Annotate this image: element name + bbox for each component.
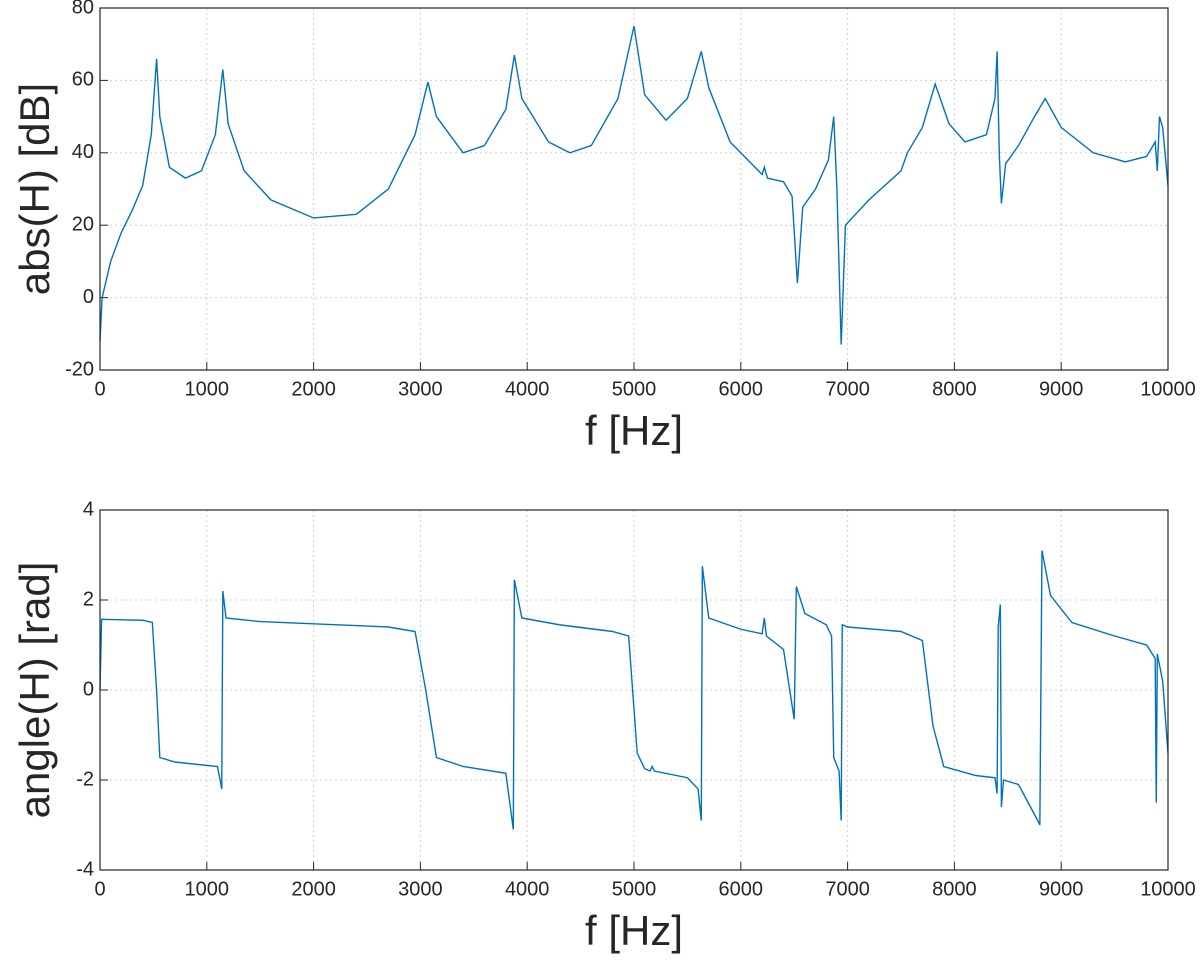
x-tick-label: 8000: [932, 878, 977, 900]
y-tick-label: 80: [72, 0, 94, 18]
x-tick-label: 7000: [825, 878, 870, 900]
x-tick-label: 9000: [1039, 878, 1084, 900]
data-line: [99, 25, 1169, 345]
axes-frame: [99, 509, 1169, 871]
x-tick-label: 6000: [719, 378, 764, 400]
x-tick-label: 5000: [612, 878, 657, 900]
x-tick-label: 3000: [398, 878, 443, 900]
y-tick-label: 60: [72, 69, 94, 91]
y-axis-label: angle(H) [rad]: [11, 562, 58, 819]
y-tick-label: 0: [83, 286, 94, 308]
x-axis-label: f [Hz]: [585, 907, 683, 954]
x-tick-label: 10000: [1140, 378, 1196, 400]
x-axis-label: f [Hz]: [585, 407, 683, 454]
x-tick-label: 2000: [291, 878, 336, 900]
y-axis-label: abs(H) [dB]: [11, 83, 58, 295]
axes-frame: [99, 7, 1169, 371]
x-tick-label: 5000: [612, 378, 657, 400]
y-tick-label: -20: [65, 358, 94, 380]
x-tick-label: 4000: [505, 378, 550, 400]
y-tick-label: 40: [72, 141, 94, 163]
x-tick-label: 1000: [185, 378, 230, 400]
x-tick-label: 0: [94, 378, 105, 400]
x-tick-label: 10000: [1140, 878, 1196, 900]
y-tick-label: 4: [83, 498, 94, 520]
x-tick-label: 2000: [291, 378, 336, 400]
x-tick-label: 1000: [185, 878, 230, 900]
y-tick-label: -4: [76, 858, 94, 880]
x-tick-label: 3000: [398, 378, 443, 400]
x-tick-label: 7000: [825, 378, 870, 400]
x-tick-label: 8000: [932, 378, 977, 400]
y-tick-label: 2: [83, 588, 94, 610]
data-line: [99, 550, 1169, 830]
y-tick-label: 0: [83, 678, 94, 700]
y-tick-label: -2: [76, 768, 94, 790]
y-tick-label: 20: [72, 213, 94, 235]
x-tick-label: 9000: [1039, 378, 1084, 400]
x-tick-label: 0: [94, 878, 105, 900]
x-tick-label: 6000: [719, 878, 764, 900]
x-tick-label: 4000: [505, 878, 550, 900]
